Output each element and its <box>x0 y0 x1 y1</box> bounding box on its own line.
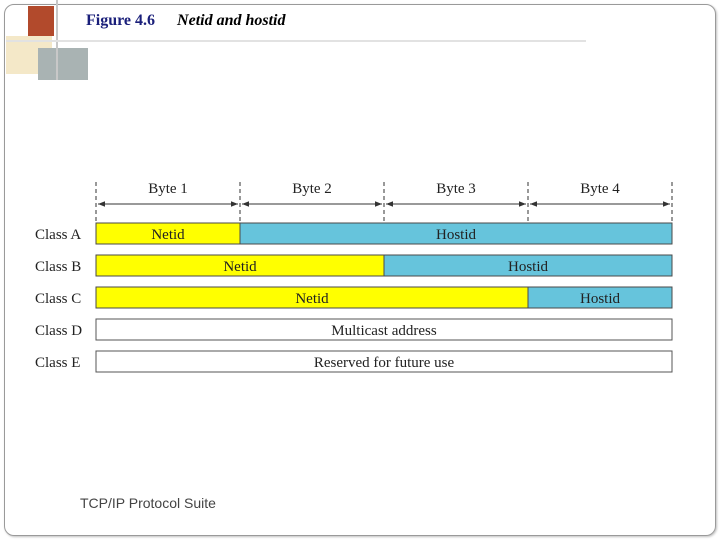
field-label: Hostid <box>508 259 549 275</box>
field-label: Multicast address <box>331 323 437 339</box>
slide-title: Figure 4.6 Netid and hostid <box>86 12 286 30</box>
figure-caption: Netid and hostid <box>177 12 286 29</box>
deco-red-block <box>28 6 54 36</box>
byte-label: Byte 3 <box>436 181 476 197</box>
figure-number: Figure 4.6 <box>86 12 156 29</box>
field-label: Reserved for future use <box>314 355 455 371</box>
footer-text: TCP/IP Protocol Suite <box>80 495 216 511</box>
field-label: Netid <box>223 259 257 275</box>
field-label: Netid <box>151 227 185 243</box>
class-label: Class A <box>35 227 81 243</box>
deco-horizontal-line <box>6 40 586 42</box>
deco-gray-block <box>38 48 88 80</box>
field-label: Hostid <box>580 291 621 307</box>
slide-frame <box>4 4 716 536</box>
byte-label: Byte 2 <box>292 181 332 197</box>
field-hostid <box>383 254 673 277</box>
class-label: Class C <box>35 291 81 307</box>
field-hostid <box>239 222 673 245</box>
field-hostid <box>527 286 673 309</box>
byte-label: Byte 4 <box>580 181 620 197</box>
field-plain <box>95 350 673 373</box>
field-label: Netid <box>295 291 329 307</box>
corner-decoration <box>0 0 586 82</box>
byte-label: Byte 1 <box>148 181 188 197</box>
class-label: Class B <box>35 259 81 275</box>
field-label: Hostid <box>436 227 477 243</box>
class-label: Class D <box>35 323 82 339</box>
field-plain <box>95 318 673 341</box>
class-label: Class E <box>35 355 80 371</box>
